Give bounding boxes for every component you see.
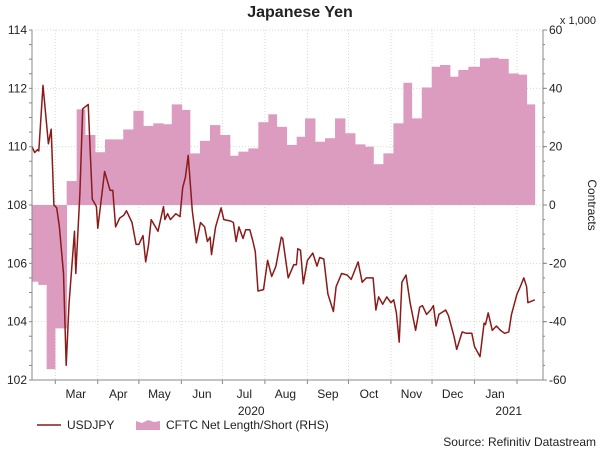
cftc-bar bbox=[268, 114, 278, 205]
cftc-bar bbox=[315, 141, 326, 205]
cftc-bar bbox=[335, 118, 346, 205]
cftc-bar bbox=[133, 110, 144, 205]
cftc-bar bbox=[468, 66, 481, 205]
cftc-bar bbox=[105, 139, 124, 205]
cftc-bar bbox=[46, 205, 56, 370]
left-tick-label: 114 bbox=[8, 23, 27, 37]
cftc-bar bbox=[365, 146, 374, 205]
cftc-bar bbox=[38, 205, 48, 285]
cftc-bar bbox=[296, 136, 306, 205]
source-note: Source: Refinitiv Datastream bbox=[443, 435, 596, 449]
right-tick-label: -60 bbox=[549, 373, 567, 387]
usdjpy-line-series bbox=[31, 84, 536, 367]
cftc-bar bbox=[526, 104, 536, 205]
x-year-label: 2020 bbox=[238, 404, 265, 418]
x-month-label: Jul bbox=[237, 387, 252, 401]
cftc-bar bbox=[479, 58, 491, 205]
cftc-bar bbox=[32, 205, 39, 282]
cftc-bar bbox=[143, 125, 154, 205]
cftc-bar bbox=[276, 126, 288, 205]
cftc-bar bbox=[258, 122, 269, 205]
left-tick-label: 106 bbox=[7, 256, 27, 270]
chart-title: Japanese Yen bbox=[247, 4, 353, 21]
right-axis-title: Contracts bbox=[585, 179, 599, 230]
cftc-bar bbox=[95, 152, 106, 205]
right-tick-label: 0 bbox=[549, 198, 556, 212]
cftc-bar bbox=[189, 153, 201, 205]
left-tick-label: 108 bbox=[7, 198, 27, 212]
cftc-bar bbox=[403, 82, 413, 205]
cftc-bar bbox=[439, 65, 451, 205]
cftc-bar bbox=[458, 69, 469, 205]
cftc-bar bbox=[355, 144, 366, 205]
cftc-bar bbox=[66, 181, 78, 205]
left-tick-label: 110 bbox=[8, 140, 27, 154]
cftc-bar bbox=[248, 148, 259, 205]
cftc-bar bbox=[238, 151, 249, 205]
cftc-bar bbox=[421, 87, 433, 205]
x-month-label: Aug bbox=[275, 387, 296, 401]
left-tick-label: 102 bbox=[7, 373, 27, 387]
cftc-bar bbox=[345, 133, 356, 205]
left-tick-label: 104 bbox=[7, 315, 27, 329]
right-tick-label: 60 bbox=[549, 23, 563, 37]
cftc-bar bbox=[153, 123, 164, 205]
cftc-bar bbox=[489, 57, 499, 206]
cftc-bar bbox=[181, 109, 191, 205]
cftc-bar bbox=[305, 118, 316, 205]
cftc-bar bbox=[163, 124, 173, 205]
x-month-label: Mar bbox=[66, 387, 87, 401]
cftc-area-series bbox=[32, 57, 536, 370]
cftc-bar bbox=[286, 144, 298, 205]
x-month-label: Dec bbox=[442, 387, 463, 401]
right-tick-label: -40 bbox=[549, 315, 567, 329]
right-axis-unit-label: x 1,000 bbox=[560, 15, 596, 27]
x-month-label: Oct bbox=[360, 387, 379, 401]
cftc-bar bbox=[393, 123, 404, 205]
legend-usdjpy-label: USDJPY bbox=[67, 418, 114, 432]
cftc-bar bbox=[171, 104, 183, 205]
legend-cftc-label: CFTC Net Length/Short (RHS) bbox=[166, 418, 329, 432]
cftc-bar bbox=[85, 135, 96, 205]
cftc-bar bbox=[219, 135, 231, 205]
cftc-bar bbox=[449, 76, 459, 206]
cftc-bar bbox=[373, 164, 384, 205]
cftc-bar bbox=[199, 140, 211, 205]
x-month-label: Nov bbox=[401, 387, 422, 401]
right-tick-label: -20 bbox=[549, 256, 567, 270]
legend: USDJPY CFTC Net Length/Short (RHS) bbox=[37, 418, 329, 432]
cftc-bar bbox=[431, 66, 441, 205]
x-month-label: Sep bbox=[317, 387, 339, 401]
x-year-label: 2021 bbox=[495, 404, 522, 418]
x-month-label: Jan bbox=[485, 387, 504, 401]
legend-cftc-swatch bbox=[136, 420, 160, 430]
cftc-bar bbox=[229, 155, 239, 205]
cftc-bar bbox=[498, 58, 509, 205]
left-tick-label: 112 bbox=[8, 81, 27, 95]
cftc-bar bbox=[508, 73, 519, 205]
x-month-label: Jun bbox=[192, 387, 211, 401]
cftc-bar bbox=[123, 129, 134, 205]
axes: 102 104 106 108 110 112 114 -60 -40 -20 0 20 40 60 Mar… bbox=[7, 23, 567, 418]
right-tick-label: 40 bbox=[549, 81, 563, 95]
cftc-bar bbox=[325, 138, 336, 205]
cftc-bar bbox=[383, 153, 394, 205]
right-tick-label: 20 bbox=[549, 140, 563, 154]
cftc-bar bbox=[518, 74, 528, 205]
usdjpy-line bbox=[31, 84, 536, 367]
cftc-bar bbox=[209, 125, 221, 205]
x-month-label: May bbox=[148, 387, 171, 401]
x-month-label: Apr bbox=[109, 387, 128, 401]
cftc-bar bbox=[411, 118, 423, 205]
